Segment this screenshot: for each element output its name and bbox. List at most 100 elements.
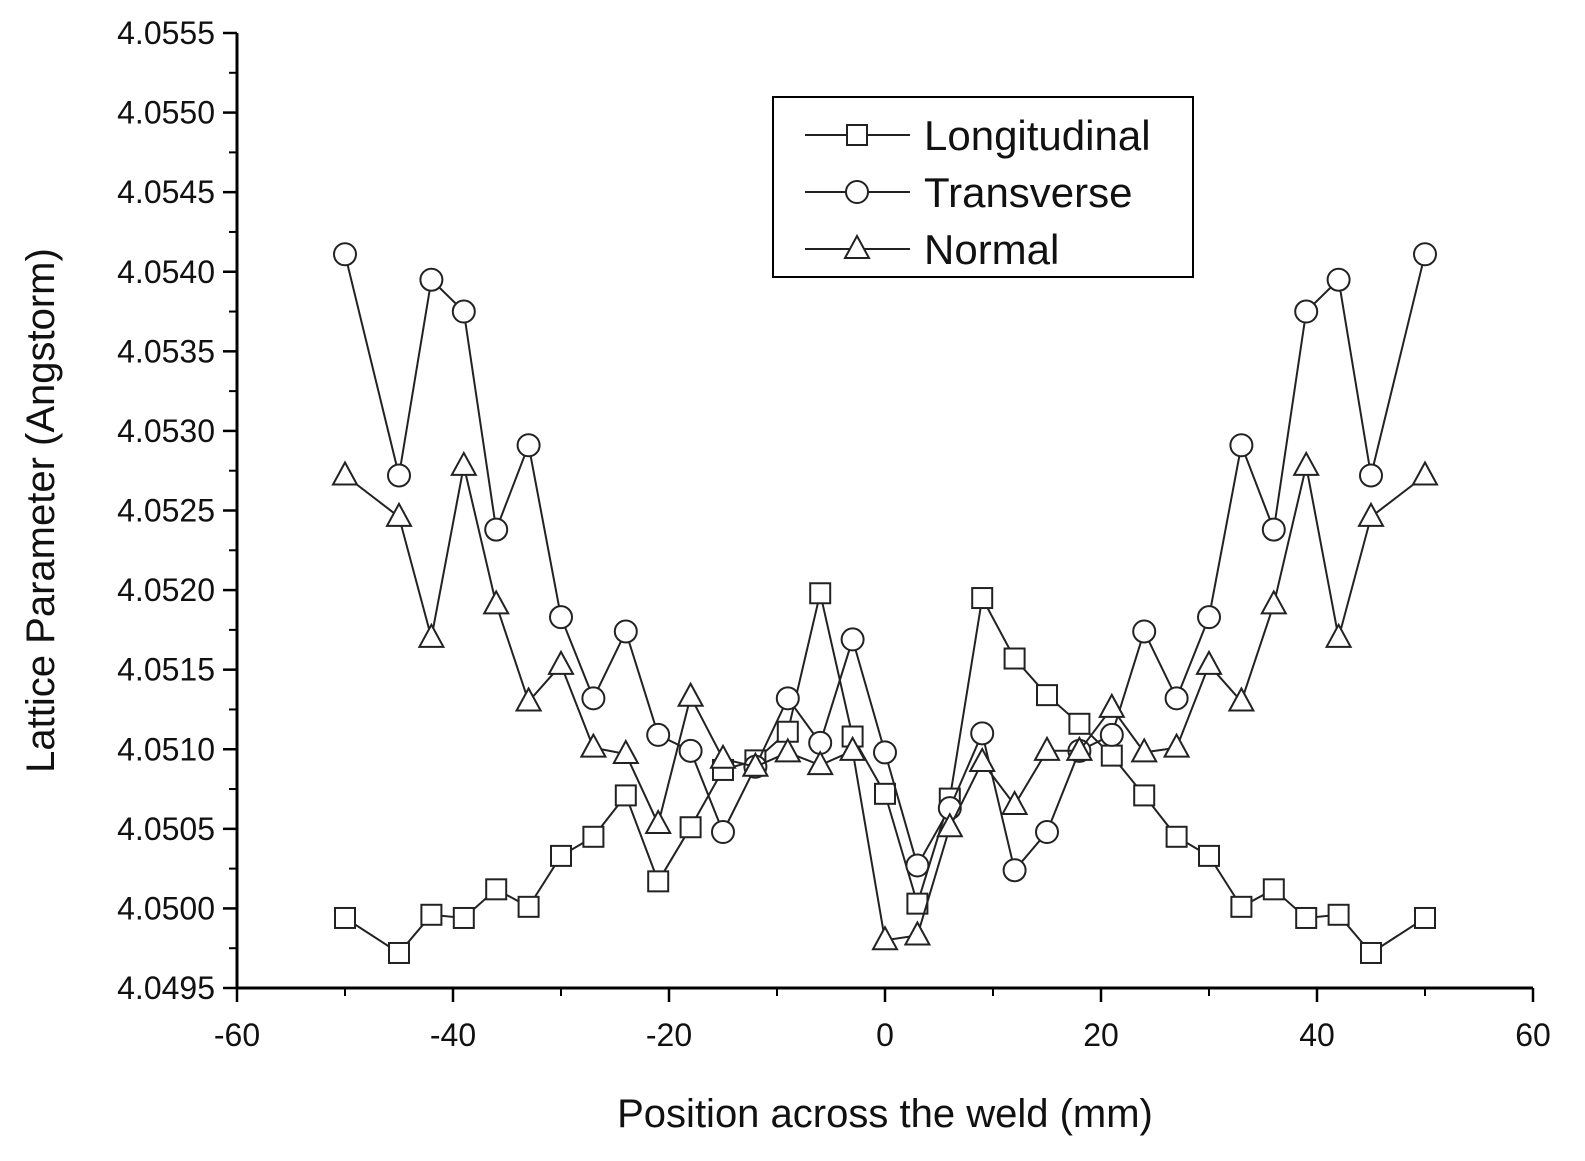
x-tick-label: -20 — [646, 1017, 692, 1053]
data-point-transverse — [484, 517, 509, 542]
y-tick-label: 4.0500 — [117, 890, 215, 926]
data-point-normal — [450, 450, 478, 476]
data-point-transverse — [1099, 722, 1124, 747]
data-point-longitudinal — [874, 782, 896, 805]
y-tick-label: 4.0505 — [117, 811, 215, 847]
data-point-longitudinal — [1100, 744, 1123, 767]
data-point-longitudinal — [647, 870, 670, 893]
data-point-transverse — [1229, 433, 1254, 458]
data-point-normal — [385, 501, 413, 527]
y-tick-label: 4.0495 — [117, 970, 215, 1006]
data-point-transverse — [1035, 820, 1059, 845]
data-point-normal — [709, 743, 737, 769]
y-tick-label: 4.0535 — [117, 333, 215, 369]
y-axis-title: Lattice Parameter (Angstorm) — [19, 248, 63, 773]
data-point-transverse — [1164, 686, 1189, 711]
data-point-longitudinal — [1036, 684, 1058, 707]
data-point-normal — [1324, 622, 1353, 648]
y-tick-label: 4.0540 — [117, 254, 215, 290]
data-point-normal — [417, 622, 446, 648]
legend-marker-normal — [843, 233, 871, 259]
data-point-normal — [1357, 501, 1385, 527]
data-point-longitudinal — [971, 587, 994, 610]
y-tick-label: 4.0520 — [117, 572, 215, 608]
data-point-longitudinal — [679, 816, 702, 839]
data-point-transverse — [581, 686, 606, 711]
x-tick-label: 60 — [1515, 1017, 1551, 1053]
data-point-longitudinal — [1295, 906, 1318, 929]
data-point-longitudinal — [1414, 906, 1436, 929]
legend-marker-transverse — [845, 180, 869, 204]
data-point-longitudinal — [485, 878, 508, 901]
data-point-normal — [1260, 589, 1288, 615]
legend: Longitudinal Transverse Normal — [772, 96, 1194, 278]
y-tick-label: 4.0550 — [117, 95, 215, 131]
data-point-normal — [612, 738, 640, 765]
data-point-longitudinal — [1165, 825, 1188, 848]
y-tick-label: 4.0515 — [117, 652, 215, 688]
data-point-normal — [676, 681, 705, 707]
x-tick-label: 20 — [1083, 1017, 1119, 1053]
y-tick-label: 4.0525 — [117, 493, 215, 529]
data-point-transverse — [1359, 463, 1383, 488]
data-point-longitudinal — [582, 825, 605, 848]
data-point-normal — [547, 649, 575, 675]
x-axis-title: Position across the weld (mm) — [617, 1092, 1153, 1136]
x-tick-label: -60 — [214, 1017, 260, 1053]
series-transverse — [333, 242, 1437, 883]
data-point-transverse — [333, 242, 357, 267]
data-point-normal — [1130, 737, 1158, 763]
data-point-normal — [1098, 692, 1126, 718]
series-longitudinal — [334, 582, 1436, 964]
x-tick-label: -40 — [430, 1017, 476, 1053]
data-point-longitudinal — [388, 941, 410, 964]
x-tick-label: 0 — [876, 1017, 894, 1053]
series-line-normal — [344, 465, 1426, 942]
data-point-normal — [482, 589, 510, 615]
data-point-transverse — [549, 605, 573, 630]
data-point-transverse — [1326, 267, 1351, 292]
data-point-normal — [968, 746, 996, 772]
data-point-normal — [1033, 735, 1061, 761]
data-point-normal — [1065, 735, 1094, 761]
series-line-transverse — [344, 253, 1426, 873]
data-point-normal — [871, 925, 899, 951]
data-point-transverse — [1002, 858, 1027, 883]
data-point-longitudinal — [1360, 941, 1382, 964]
data-point-normal — [774, 737, 802, 763]
data-point-normal — [1411, 460, 1439, 486]
data-point-longitudinal — [1327, 903, 1350, 926]
data-point-longitudinal — [1230, 895, 1253, 918]
data-point-longitudinal — [1068, 712, 1091, 735]
data-point-transverse — [905, 853, 930, 878]
x-tick-label: 40 — [1299, 1017, 1335, 1053]
data-point-transverse — [840, 627, 865, 652]
data-point-transverse — [516, 433, 541, 458]
data-point-transverse — [1413, 242, 1437, 267]
data-point-longitudinal — [1262, 878, 1285, 901]
data-point-transverse — [646, 722, 671, 747]
data-point-longitudinal — [452, 906, 475, 929]
data-point-transverse — [419, 267, 444, 292]
data-point-normal — [514, 686, 543, 712]
y-tick-label: 4.0530 — [117, 413, 215, 449]
data-point-transverse — [1132, 619, 1157, 644]
plot-series — [331, 242, 1439, 964]
data-point-longitudinal — [1133, 784, 1156, 807]
data-point-transverse — [711, 820, 735, 845]
legend-marker-longitudinal — [846, 124, 868, 146]
data-point-normal — [331, 460, 359, 486]
data-point-normal — [806, 750, 834, 776]
series-normal — [331, 450, 1439, 951]
data-point-transverse — [970, 721, 995, 746]
data-point-normal — [579, 732, 608, 758]
data-point-transverse — [1197, 605, 1221, 630]
data-point-transverse — [1294, 299, 1319, 324]
data-point-transverse — [873, 740, 897, 765]
data-point-longitudinal — [517, 895, 540, 918]
data-point-longitudinal — [809, 582, 832, 605]
data-point-transverse — [1261, 517, 1286, 542]
data-point-normal — [1162, 732, 1191, 758]
data-point-normal — [1195, 649, 1223, 675]
data-point-normal — [838, 735, 867, 761]
